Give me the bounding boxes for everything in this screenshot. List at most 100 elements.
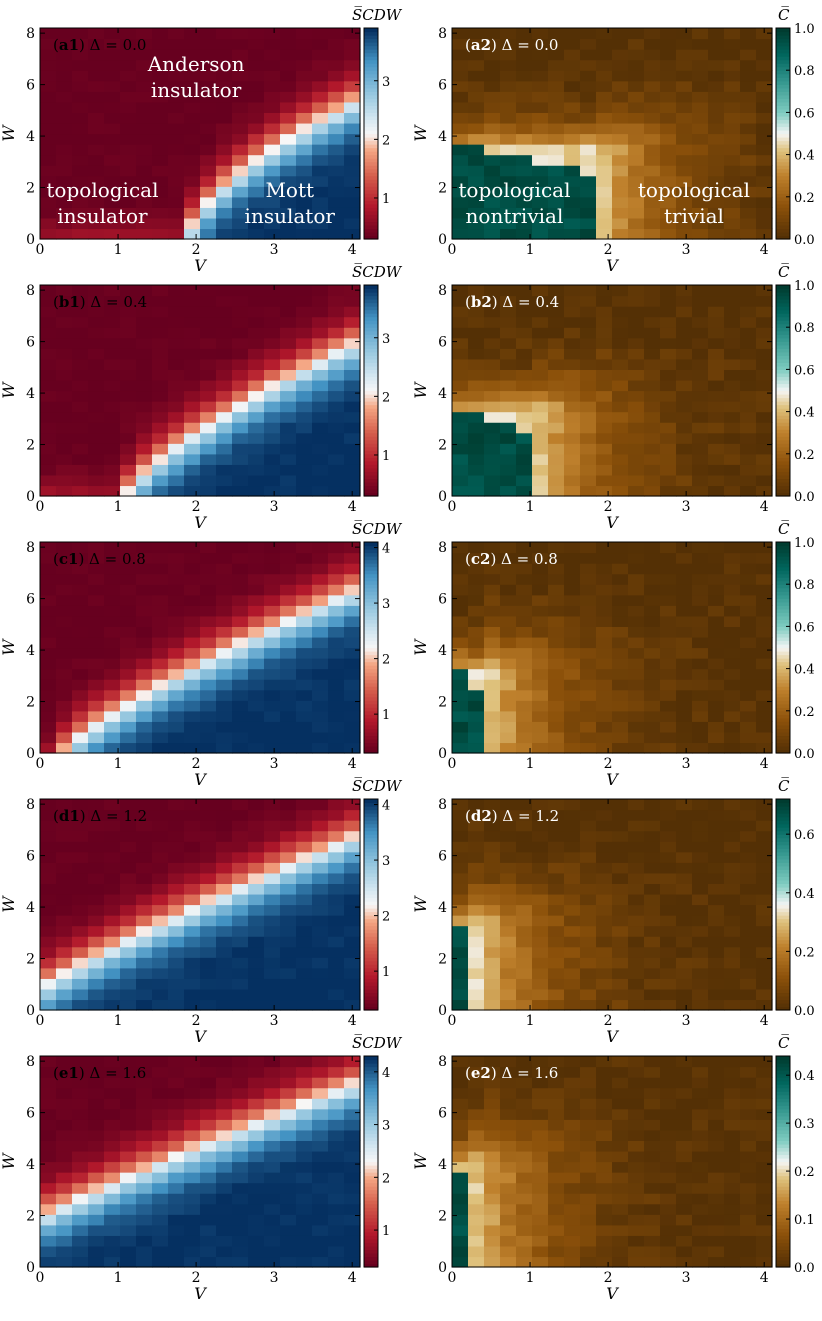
heatmap-cell <box>516 165 533 177</box>
heatmap-cell <box>644 883 661 895</box>
heatmap-cell <box>280 636 297 649</box>
heatmap-cell <box>328 1224 345 1236</box>
heatmap-cell <box>500 809 517 821</box>
colorbar-segment <box>364 985 378 990</box>
heatmap-cell <box>596 443 613 455</box>
heatmap-cell <box>168 626 185 638</box>
heatmap-cell <box>280 883 297 895</box>
heatmap-cell <box>168 799 185 811</box>
heatmap-cell <box>56 967 73 979</box>
heatmap-cell <box>692 316 709 328</box>
colorbar-frame <box>775 541 791 754</box>
heatmap-cell <box>136 422 153 434</box>
heatmap-cell <box>184 893 201 906</box>
heatmap-cell <box>104 379 121 392</box>
heatmap-cell <box>72 710 89 722</box>
colorbar-segment <box>364 710 378 715</box>
heatmap-cell <box>692 196 709 208</box>
heatmap-cell <box>40 432 57 444</box>
heatmap-cell <box>232 689 249 701</box>
heatmap-cell <box>136 647 153 659</box>
heatmap-cell <box>500 893 517 906</box>
heatmap-cell <box>248 925 265 937</box>
heatmap-cell <box>756 1119 773 1131</box>
heatmap-cell <box>692 605 709 617</box>
heatmap-cell <box>484 731 501 744</box>
heatmap-cell <box>344 626 361 638</box>
heatmap-cell <box>548 1140 565 1152</box>
heatmap-cell <box>628 1203 645 1215</box>
heatmap-cell <box>344 207 361 219</box>
heatmap-cell <box>168 1256 185 1268</box>
heatmap-cell <box>232 379 249 392</box>
heatmap-cell <box>136 1203 153 1215</box>
heatmap-cell <box>516 893 533 906</box>
heatmap-cell <box>596 401 613 413</box>
colorbar-segment <box>776 386 790 392</box>
heatmap-cell <box>152 1077 169 1089</box>
heatmap-cell <box>612 967 629 979</box>
colorbar-segment <box>776 112 790 117</box>
heatmap-cell <box>580 401 597 413</box>
heatmap-cell <box>216 1087 233 1099</box>
colorbar-segment <box>364 87 378 92</box>
heatmap-cell <box>296 946 313 958</box>
colorbar-segment <box>776 429 790 434</box>
heatmap-cell <box>532 295 549 307</box>
heatmap-cell <box>56 1087 73 1099</box>
heatmap-cell <box>596 337 613 349</box>
heatmap-cell <box>612 228 629 240</box>
heatmap-cell <box>216 999 233 1011</box>
heatmap-cell <box>660 295 677 307</box>
heatmap-cell <box>312 80 329 92</box>
heatmap-cell <box>56 841 73 853</box>
heatmap-cell <box>564 1098 581 1110</box>
heatmap-cell <box>328 615 345 627</box>
heatmap-cell <box>328 799 345 811</box>
heatmap-cell <box>740 165 757 177</box>
heatmap-cell <box>692 1182 709 1194</box>
heatmap-cell <box>136 1077 153 1089</box>
heatmap-cell <box>168 957 185 969</box>
y-tick-label: 4 <box>26 129 35 145</box>
heatmap-cell <box>532 38 549 50</box>
heatmap-cell <box>152 1087 169 1099</box>
heatmap-cell <box>280 710 297 722</box>
heatmap-cell <box>136 573 153 585</box>
heatmap-cell <box>232 809 249 821</box>
colorbar-segment <box>364 443 378 448</box>
heatmap-cell <box>740 316 757 328</box>
colorbar-segment <box>776 196 790 201</box>
heatmap-cell <box>580 1066 597 1078</box>
heatmap-cell <box>644 379 661 392</box>
heatmap-cell <box>676 485 693 497</box>
heatmap-cell <box>532 28 549 40</box>
heatmap-cell <box>104 1056 121 1068</box>
heatmap-cell <box>468 1119 485 1131</box>
heatmap-cell <box>500 1172 517 1184</box>
heatmap-cell <box>500 594 517 606</box>
heatmap-cell <box>296 893 313 906</box>
colorbar-segment <box>364 1101 378 1106</box>
heatmap-cell <box>564 841 581 853</box>
heatmap-cell <box>152 38 169 50</box>
heatmap-cell <box>548 144 565 156</box>
heatmap-cell <box>612 443 629 455</box>
heatmap-cell <box>724 411 741 423</box>
heatmap-cell <box>168 369 185 381</box>
heatmap-cell <box>548 358 565 370</box>
heatmap-cell <box>56 915 73 927</box>
heatmap-cell <box>40 872 57 884</box>
heatmap-cell <box>468 809 485 821</box>
heatmap-cell <box>564 584 581 596</box>
heatmap-cell <box>200 1066 217 1078</box>
heatmap-cell <box>532 573 549 585</box>
heatmap-cell <box>104 443 121 455</box>
heatmap-cell <box>500 453 517 465</box>
heatmap-cell <box>264 936 281 948</box>
heatmap-cell <box>88 101 105 113</box>
heatmap-cell <box>596 1056 613 1068</box>
heatmap-cell <box>756 1066 773 1078</box>
heatmap-cell <box>328 809 345 821</box>
